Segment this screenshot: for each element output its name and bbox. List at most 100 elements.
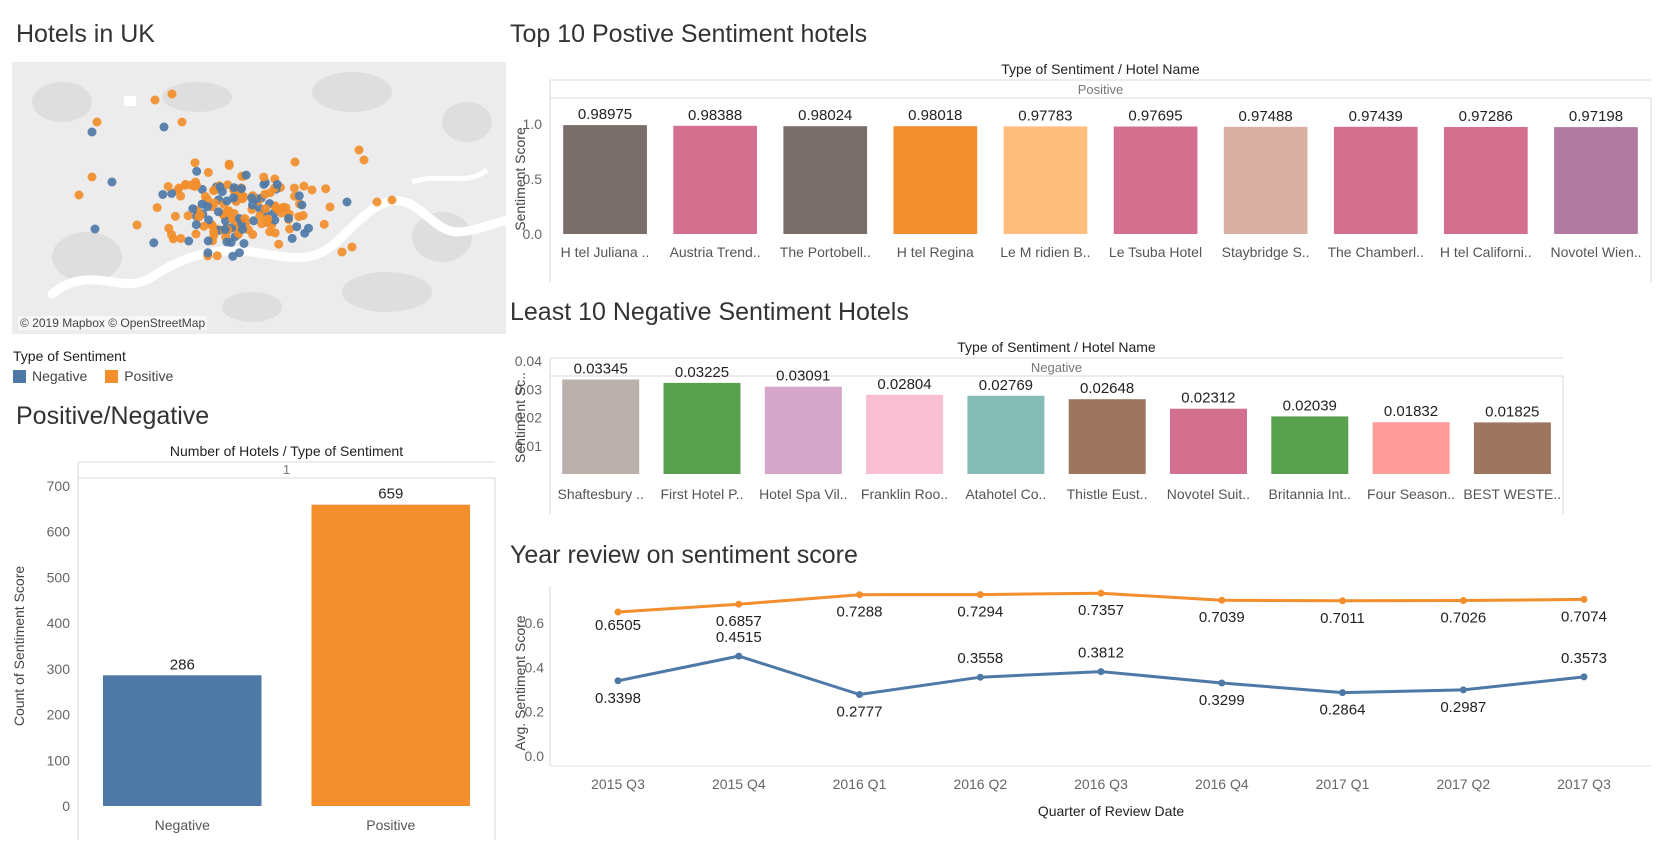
point-data-label: 0.7288 [837,604,883,621]
bar-data-label: 0.02039 [1283,397,1337,414]
chart-header: Type of Sentiment / Hotel Name [1001,61,1200,77]
hotel-location-dot [300,228,310,238]
series-point [1218,679,1226,687]
top10-title: Top 10 Postive Sentiment hotels [510,20,868,48]
x-category-label: Thistle Eust.. [1067,486,1148,502]
point-data-label: 0.7039 [1199,609,1245,626]
bar [1554,127,1638,234]
hotel-map[interactable]: © 2019 Mapbox © OpenStreetMap [12,62,506,334]
posneg-chart[interactable]: Number of Hotels / Type of Sentiment 1 0 10… [0,440,506,840]
x-category-label: 2016 Q2 [953,776,1007,792]
bar-data-label: 0.02648 [1080,380,1134,397]
map-title: Hotels in UK [16,20,155,48]
series-point [856,691,863,698]
posneg-title: Positive/Negative [16,402,210,430]
x-category-label: Staybridge S.. [1222,244,1310,260]
point-data-label: 0.2987 [1440,699,1486,716]
hotel-location-dot [261,204,271,214]
point-data-label: 0.6505 [595,617,641,634]
series-point [735,652,743,660]
legend-item-negative[interactable]: Negative [13,368,87,384]
bar [783,126,868,234]
hotel-location-dot [259,172,269,182]
bar-data-label: 0.97198 [1569,108,1623,125]
x-category-label: BEST WESTE.. [1463,486,1561,502]
bar [311,504,470,806]
point-data-label: 0.2777 [837,704,883,721]
hotel-location-dot [337,247,347,257]
hotel-location-dot [87,172,97,182]
hotel-location-dot [270,215,280,225]
hotel-location-dot [177,117,187,127]
hotel-location-dot [372,197,382,207]
x-category-label: Franklin Roo.. [861,486,948,502]
x-category-label: Le Tsuba Hotel [1109,244,1202,260]
hotel-location-dot [184,236,194,246]
bar-data-label: 0.98018 [908,107,962,124]
bar-data-label: 0.98975 [578,106,632,123]
hotel-location-dot [191,229,201,239]
series-point [1097,668,1105,676]
x-category-label: The Portobell.. [780,244,871,260]
hotel-location-dot [132,220,142,230]
point-data-label: 0.6857 [716,613,762,630]
hotel-location-dot [74,190,84,200]
x-category-label: Negative [155,817,210,833]
hotel-location-dot [237,184,246,194]
x-category-label: 2015 Q4 [712,776,766,792]
bar [1444,127,1528,234]
x-category-label: H tel Juliana .. [561,244,650,260]
y-tick-label: 400 [47,615,71,631]
legend-label-negative: Negative [32,368,88,384]
hotel-location-dot [297,200,307,210]
hotel-location-dot [159,122,169,132]
hotel-location-dot [238,224,247,234]
x-axis-label: Quarter of Review Date [1038,803,1184,819]
bar [1170,408,1247,474]
point-data-label: 0.7357 [1078,602,1124,619]
year-title: Year review on sentiment score [510,541,858,569]
hotel-location-dot [163,182,173,191]
map-park-area [412,212,472,262]
hotel-location-dot [247,193,257,203]
y-tick-label: 100 [47,752,71,768]
hotel-location-dot [347,242,357,252]
chart-subheader: 1 [283,462,290,477]
x-category-label: First Hotel P.. [661,486,744,502]
x-category-label: H tel Californi.. [1440,244,1532,260]
series-point [1580,595,1588,603]
hotel-location-dot [203,167,213,177]
hotel-location-dot [107,177,117,187]
hotel-location-dot [229,183,239,193]
legend-item-positive[interactable]: Positive [105,368,173,384]
hotel-location-dot [270,228,280,238]
hotel-location-dot [321,184,331,194]
hotel-location-dot [190,158,200,168]
hotel-location-dot [149,238,159,248]
hotel-location-dot [298,211,308,220]
y-tick-label: 0.0 [525,748,545,764]
hotel-location-dot [215,182,225,192]
bar-data-label: 0.01825 [1485,403,1539,420]
series-point [1459,597,1467,604]
hotel-location-dot [191,220,201,230]
map-canvas[interactable] [12,62,506,334]
hotel-location-dot [167,188,177,198]
y-tick-label: 200 [47,707,71,723]
map-credit: © 2019 Mapbox © OpenStreetMap [18,316,208,330]
y-tick-label: 700 [47,478,71,494]
hotel-location-dot [195,210,205,220]
least10-chart[interactable]: Type of Sentiment / Hotel Name Negative 0.… [510,336,1655,526]
top10-chart[interactable]: Type of Sentiment / Hotel Name Positive 0.… [510,58,1655,282]
hotel-location-dot [227,214,237,224]
hotel-location-dot [209,227,219,236]
bar [1223,126,1308,234]
legend-swatch-positive [105,369,119,383]
hotel-location-dot [164,223,174,233]
y-tick-label: 0.4 [525,659,545,675]
y-axis-label: Avg. Sentiment Score [512,615,528,750]
hotel-location-dot [92,117,102,127]
hotel-location-dot [200,192,210,201]
point-data-label: 0.7294 [957,604,1003,621]
